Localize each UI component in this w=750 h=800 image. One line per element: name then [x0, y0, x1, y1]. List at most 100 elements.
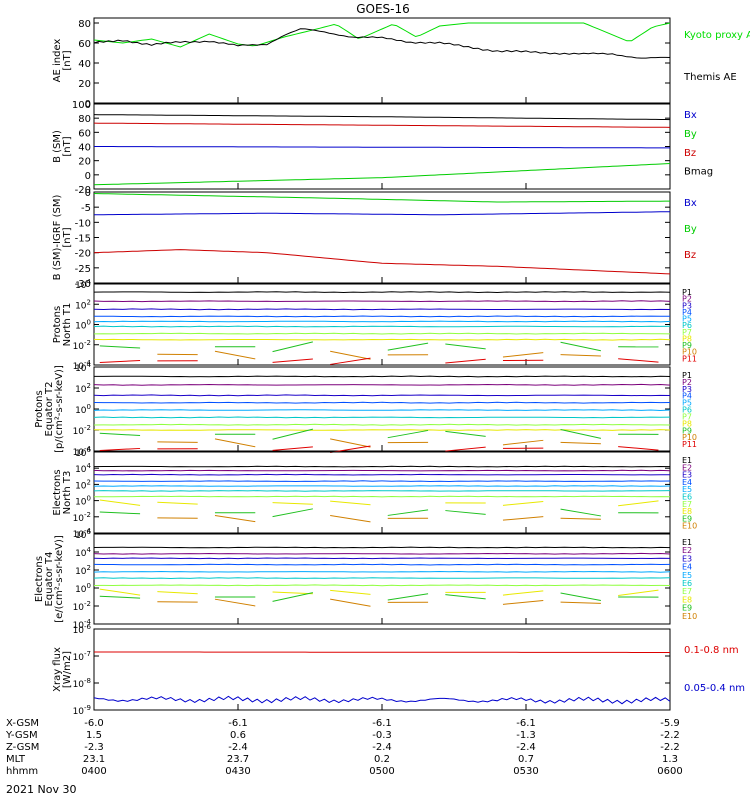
x-axis-value: -2.2 [660, 730, 680, 741]
channel-segment-P9 [272, 341, 313, 353]
x-axis-value: 0600 [657, 766, 682, 777]
y-axis-label: [nT] [62, 136, 73, 156]
panel-ae: 0 20 40 60 80 AE index [nT] Themis AE Kyoto prox… [52, 17, 750, 110]
x-axis-row-label: X-GSM [6, 718, 39, 729]
legend-E5: E5 [682, 571, 692, 580]
legend-E2: E2 [682, 546, 692, 555]
panel-frame [93, 17, 671, 104]
legend-bz: Bz [684, 250, 696, 261]
legend-by: By [684, 224, 697, 235]
x-axis-value: -6.1 [228, 718, 248, 729]
channel-line-P1 [93, 291, 671, 294]
channel-segment-P9 [560, 341, 601, 352]
y-axis-label: Equator T4 [44, 552, 55, 607]
channel-line-E6 [93, 577, 671, 580]
legend-bmag: Bmag [684, 167, 713, 178]
channel-line-P3 [93, 308, 671, 311]
y-axis-label: [nT] [62, 227, 73, 247]
channel-line-E5 [93, 570, 671, 573]
channel-segment-E8 [272, 502, 313, 505]
y-tick-label: 102 [75, 478, 91, 491]
x-axis-value: -2.4 [228, 742, 248, 753]
legend-P6: P6 [682, 321, 692, 330]
channel-segment-P11 [272, 358, 313, 363]
channel-segment-E9 [560, 592, 601, 602]
y-tick-label: 60 [78, 128, 91, 139]
y-tick-label: 106 [75, 528, 91, 541]
channel-line-P2 [93, 300, 671, 303]
y-tick-label: 100 [72, 100, 91, 111]
y-tick-label: 0 [85, 171, 91, 182]
y-tick-label: -20 [75, 249, 91, 260]
channel-segment-E10 [330, 515, 371, 523]
panel-frame [93, 451, 671, 534]
x-axis-value: 23.7 [227, 754, 249, 765]
channel-segment-E9 [445, 510, 486, 515]
y-tick-label: 100 [75, 319, 91, 332]
y-tick-label: 10-4 [73, 359, 92, 372]
x-axis-value: -2.2 [660, 742, 680, 753]
channel-line-E5 [93, 485, 671, 487]
legend-P4: P4 [682, 392, 692, 401]
channel-segment-P9 [99, 345, 141, 349]
legend-E7: E7 [682, 500, 692, 509]
x-axis-row-label: Y-GSM [5, 730, 38, 741]
channel-segment-E10 [560, 517, 601, 520]
y-tick-label: 20 [78, 79, 91, 90]
channel-segment-E8 [618, 500, 659, 507]
y-tick-label: 10-8 [73, 677, 91, 690]
channel-segment-P10 [214, 350, 256, 360]
x-axis-value: 0.7 [518, 754, 534, 765]
legend-P3: P3 [682, 385, 692, 394]
legend-E1: E1 [682, 456, 692, 465]
y-tick-label: 10-6 [73, 623, 92, 636]
legend-E8: E8 [682, 507, 692, 516]
legend-kyoto-proxy-ae: Kyoto proxy AE [684, 30, 750, 41]
channel-line-P6 [93, 416, 671, 419]
panel-frame [93, 191, 671, 284]
legend-P6: P6 [682, 406, 692, 415]
x-axis-value: -2.3 [84, 742, 104, 753]
y-axis-label: Xray flux [52, 647, 63, 692]
channel-segment-E8 [99, 499, 141, 506]
x-axis-value: 1.3 [662, 754, 678, 765]
legend-P7: P7 [682, 328, 692, 337]
channel-segment-P9 [387, 429, 429, 439]
channel-line-E2 [93, 552, 671, 555]
channel-line-P4 [93, 401, 671, 404]
legend-P11: P11 [682, 440, 697, 449]
x-axis-value: 0400 [81, 766, 106, 777]
series-line-by [93, 193, 670, 203]
channel-segment-E10 [330, 598, 371, 607]
y-tick-label: 10-4 [73, 618, 92, 631]
y-axis-label: Protons [52, 306, 63, 343]
legend-E9: E9 [682, 604, 692, 613]
legend-P10: P10 [682, 348, 697, 357]
y-tick-label: 10-7 [73, 650, 91, 663]
x-axis-value: -2.4 [372, 742, 392, 753]
y-tick-label: 104 [75, 462, 91, 475]
channel-segment-E10 [214, 515, 256, 523]
channel-segment-E10 [502, 599, 544, 605]
y-tick-label: -25 [75, 264, 91, 275]
channel-segment-E10 [502, 516, 544, 521]
channel-segment-E8 [502, 590, 544, 596]
y-tick-label: 10-2 [73, 339, 91, 352]
x-axis-value: 0500 [369, 766, 394, 777]
channel-segment-E8 [618, 589, 659, 596]
panel-pe: 10-4 10-2 100 102 104 Protons Equator T2 [p/(cm… [34, 361, 697, 458]
legend-P8: P8 [682, 334, 692, 343]
y-axis-label: [e/(cm²-s-sr-keV)] [54, 535, 65, 623]
channel-segment-P11 [618, 446, 659, 451]
series-line-bx [93, 211, 671, 216]
channel-segment-P10 [560, 441, 601, 445]
y-tick-label: -20 [75, 185, 91, 196]
channel-segment-P10 [502, 439, 544, 446]
y-axis-label: Electrons [52, 469, 63, 515]
channel-line-P4 [93, 315, 671, 318]
channel-segment-E8 [272, 591, 313, 595]
channel-segment-P10 [502, 352, 544, 358]
channel-segment-P11 [445, 446, 486, 452]
